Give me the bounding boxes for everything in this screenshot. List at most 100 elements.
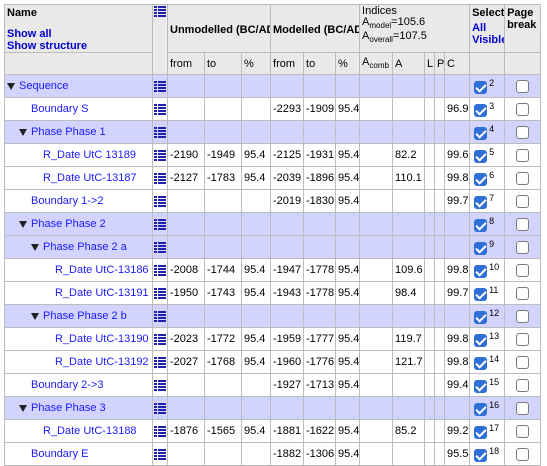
page-break-checkbox[interactable] <box>516 102 530 116</box>
structure-cell[interactable] <box>152 281 168 305</box>
list-icon[interactable] <box>154 80 166 92</box>
row-name-cell[interactable]: Boundary 1->2 <box>4 189 153 213</box>
row-name[interactable]: Phase Phase 2 b <box>43 310 127 322</box>
row-name-cell[interactable]: R_Date UtC-13187 <box>4 166 153 190</box>
page-break-checkbox[interactable] <box>516 447 530 461</box>
row-name[interactable]: Boundary 2->3 <box>31 379 104 391</box>
page-break-checkbox[interactable] <box>516 424 530 438</box>
structure-cell[interactable] <box>152 304 168 328</box>
list-icon[interactable] <box>154 5 166 17</box>
row-name[interactable]: R_Date UtC-13187 <box>43 172 137 184</box>
list-icon[interactable] <box>154 287 166 299</box>
select-checkbox[interactable] <box>474 219 488 233</box>
select-checkbox[interactable] <box>474 311 488 325</box>
list-icon[interactable] <box>154 172 166 184</box>
row-name[interactable]: Phase Phase 2 a <box>43 241 127 253</box>
structure-cell[interactable] <box>152 74 168 98</box>
select-checkbox[interactable] <box>474 403 488 417</box>
select-all-link[interactable]: All <box>472 22 487 34</box>
row-name-cell[interactable]: Phase Phase 2 a <box>4 235 153 259</box>
list-icon[interactable] <box>154 218 166 230</box>
list-icon[interactable] <box>154 402 166 414</box>
structure-cell[interactable] <box>152 350 168 374</box>
list-icon[interactable] <box>154 195 166 207</box>
row-name-cell[interactable]: Phase Phase 1 <box>4 120 153 144</box>
select-checkbox[interactable] <box>474 449 488 463</box>
page-break-checkbox[interactable] <box>516 194 530 208</box>
select-checkbox[interactable] <box>474 150 488 164</box>
select-checkbox[interactable] <box>474 380 488 394</box>
select-checkbox[interactable] <box>474 127 488 141</box>
select-visible-link[interactable]: Visible <box>472 34 505 46</box>
row-name[interactable]: Phase Phase 3 <box>31 402 106 414</box>
list-icon[interactable] <box>154 379 166 391</box>
select-checkbox[interactable] <box>474 334 488 348</box>
list-icon[interactable] <box>154 356 166 368</box>
page-break-checkbox[interactable] <box>516 309 530 323</box>
page-break-checkbox[interactable] <box>516 217 530 231</box>
row-name-cell[interactable]: Phase Phase 2 <box>4 212 153 236</box>
structure-cell[interactable] <box>152 235 168 259</box>
select-checkbox[interactable] <box>474 173 488 187</box>
structure-cell[interactable] <box>152 97 168 121</box>
row-name-cell[interactable]: Boundary 2->3 <box>4 373 153 397</box>
row-name[interactable]: R_Date UtC-13191 <box>55 287 149 299</box>
row-name-cell[interactable]: R_Date UtC 13189 <box>4 143 153 167</box>
row-name-cell[interactable]: R_Date UtC-13192 <box>4 350 153 374</box>
page-break-checkbox[interactable] <box>516 125 530 139</box>
select-checkbox[interactable] <box>474 357 488 371</box>
list-icon[interactable] <box>154 126 166 138</box>
select-checkbox[interactable] <box>474 242 488 256</box>
triangle-down-icon[interactable] <box>19 404 27 412</box>
row-name[interactable]: Boundary E <box>31 448 89 460</box>
page-break-checkbox[interactable] <box>516 286 530 300</box>
row-name-cell[interactable]: R_Date UtC-13191 <box>4 281 153 305</box>
row-name[interactable]: R_Date UtC 13189 <box>43 149 136 161</box>
page-break-checkbox[interactable] <box>516 378 530 392</box>
row-name[interactable]: R_Date UtC-13186 <box>55 264 149 276</box>
row-name[interactable]: Phase Phase 1 <box>31 126 106 138</box>
row-name-cell[interactable]: R_Date UtC-13188 <box>4 419 153 443</box>
page-break-checkbox[interactable] <box>516 171 530 185</box>
page-break-checkbox[interactable] <box>516 332 530 346</box>
row-name[interactable]: R_Date UtC-13190 <box>55 333 149 345</box>
structure-cell[interactable] <box>152 419 168 443</box>
row-name-cell[interactable]: Phase Phase 2 b <box>4 304 153 328</box>
page-break-checkbox[interactable] <box>516 240 530 254</box>
structure-cell[interactable] <box>152 143 168 167</box>
page-break-checkbox[interactable] <box>516 355 530 369</box>
select-checkbox[interactable] <box>474 196 488 210</box>
structure-cell[interactable] <box>152 189 168 213</box>
structure-cell[interactable] <box>152 327 168 351</box>
row-name[interactable]: Sequence <box>19 80 69 92</box>
select-checkbox[interactable] <box>474 288 488 302</box>
list-icon[interactable] <box>154 149 166 161</box>
list-icon[interactable] <box>154 103 166 115</box>
triangle-down-icon[interactable] <box>7 82 15 90</box>
select-checkbox[interactable] <box>474 104 488 118</box>
structure-cell[interactable] <box>152 120 168 144</box>
select-checkbox[interactable] <box>474 81 488 95</box>
show-all-link[interactable]: Show all <box>7 28 52 40</box>
select-checkbox[interactable] <box>474 265 488 279</box>
structure-cell[interactable] <box>152 212 168 236</box>
row-name[interactable]: Boundary 1->2 <box>31 195 104 207</box>
row-name-cell[interactable]: Phase Phase 3 <box>4 396 153 420</box>
select-checkbox[interactable] <box>474 426 488 440</box>
page-break-checkbox[interactable] <box>516 79 530 93</box>
show-structure-link[interactable]: Show structure <box>7 40 88 52</box>
structure-cell[interactable] <box>152 258 168 282</box>
list-icon[interactable] <box>154 310 166 322</box>
row-name[interactable]: R_Date UtC-13192 <box>55 356 149 368</box>
structure-cell[interactable] <box>152 396 168 420</box>
row-name-cell[interactable]: Boundary S <box>4 97 153 121</box>
triangle-down-icon[interactable] <box>31 243 39 251</box>
row-name-cell[interactable]: Boundary E <box>4 442 153 466</box>
structure-cell[interactable] <box>152 166 168 190</box>
row-name[interactable]: Boundary S <box>31 103 89 115</box>
structure-cell[interactable] <box>152 373 168 397</box>
list-icon[interactable] <box>154 448 166 460</box>
triangle-down-icon[interactable] <box>19 128 27 136</box>
page-break-checkbox[interactable] <box>516 148 530 162</box>
row-name-cell[interactable]: Sequence <box>4 74 153 98</box>
